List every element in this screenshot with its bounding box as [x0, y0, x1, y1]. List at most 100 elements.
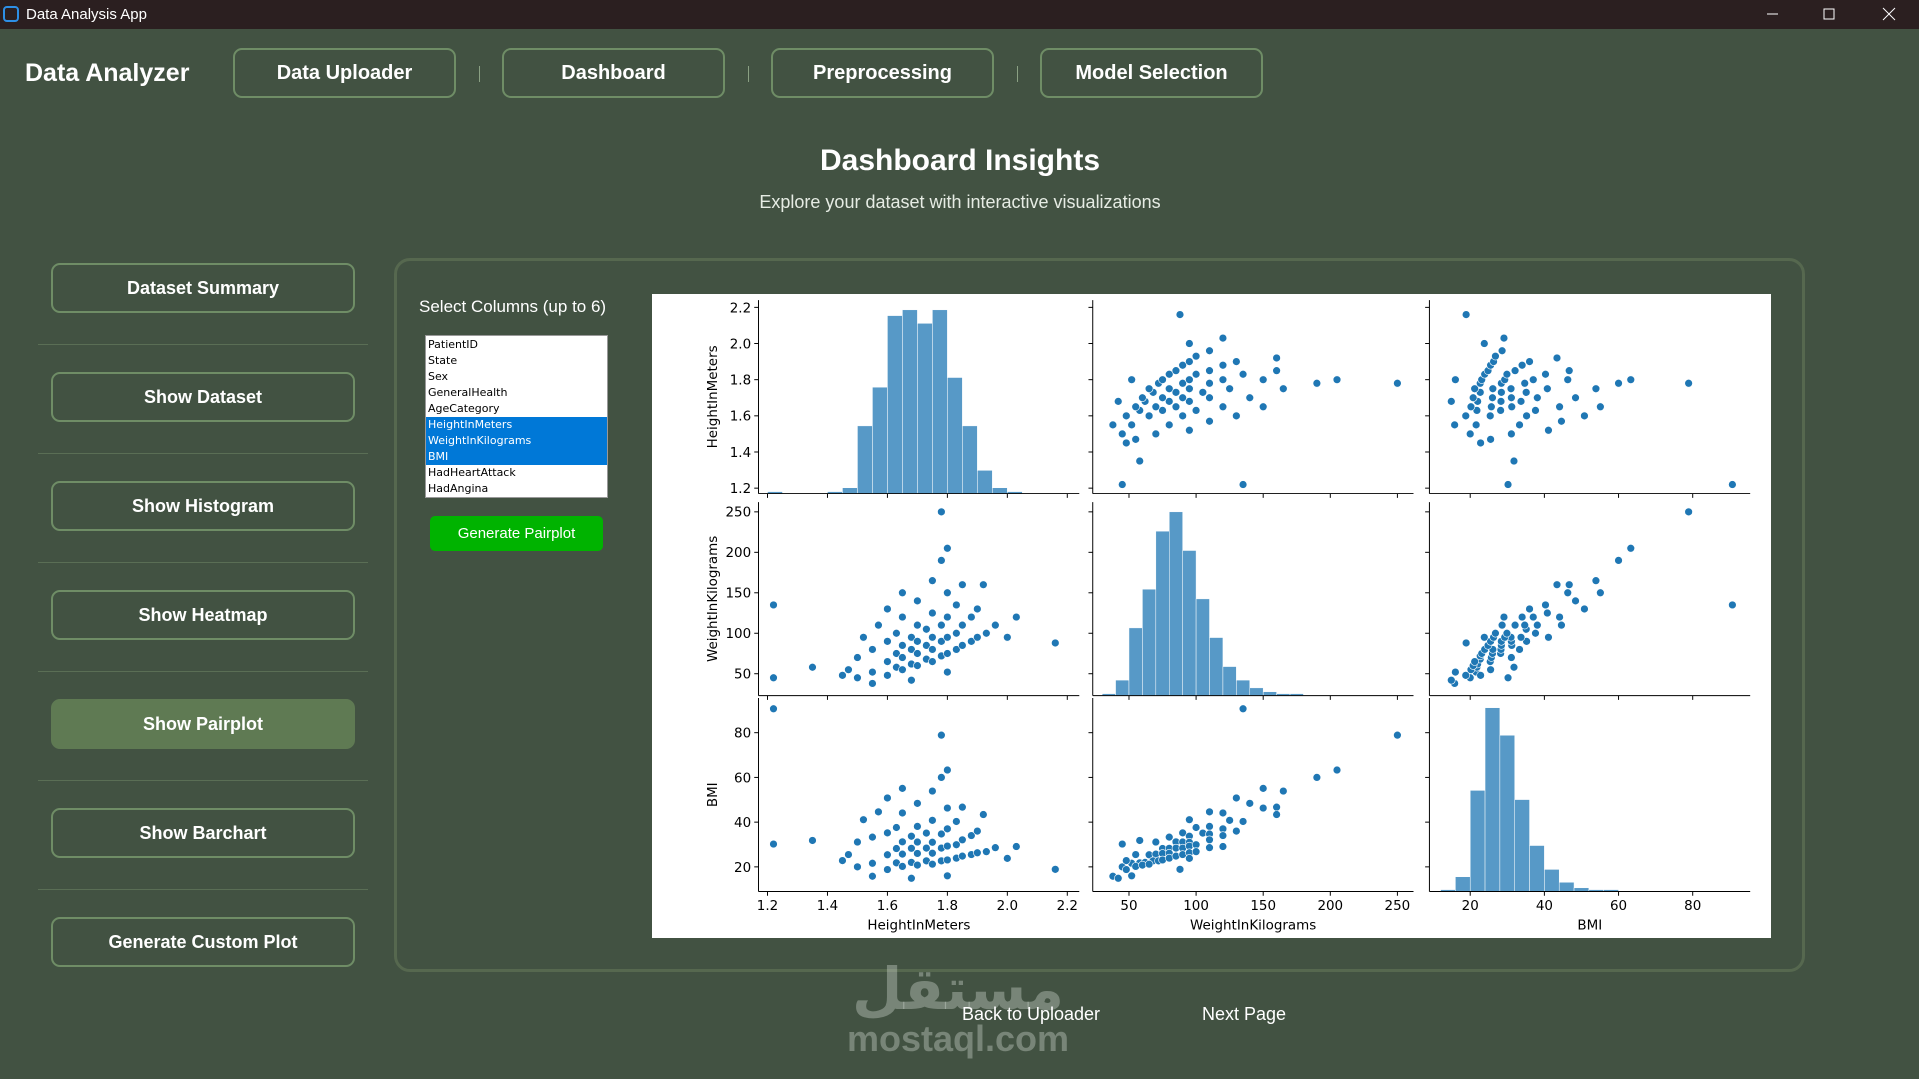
- scatter-point: [1131, 850, 1140, 859]
- scatter-point: [1626, 375, 1636, 384]
- column-listbox[interactable]: PatientID State Sex GeneralHealth AgeCategor…: [425, 335, 608, 498]
- list-item[interactable]: HadAngina: [428, 482, 489, 495]
- scatter-point: [1185, 397, 1194, 406]
- list-item[interactable]: HeightInMeters: [426, 417, 607, 433]
- list-item[interactable]: Sex: [428, 370, 449, 383]
- scatter-point: [1447, 397, 1456, 406]
- scatter-point: [1135, 836, 1144, 845]
- scatter-point: [1118, 839, 1127, 849]
- scatter-point: [1312, 379, 1322, 388]
- scatter-point: [1461, 310, 1471, 319]
- scatter-point: [928, 645, 937, 654]
- scatter-point: [1131, 402, 1140, 412]
- list-item[interactable]: AgeCategory: [428, 402, 500, 415]
- sidebar-separator: [38, 889, 368, 890]
- list-item[interactable]: WeightInKilograms: [426, 433, 607, 449]
- x-axis-label: WeightInKilograms: [1190, 918, 1316, 933]
- content-panel: [394, 258, 1805, 972]
- scatter-point: [1580, 604, 1589, 614]
- sidebar-button[interactable]: Show Dataset: [51, 372, 355, 422]
- y-axis-label: WeightInKilograms: [706, 536, 721, 662]
- scatter-point: [928, 657, 937, 666]
- list-item[interactable]: PatientID: [428, 338, 479, 351]
- scatter-point: [874, 807, 883, 817]
- window-controls[interactable]: [1750, 0, 1919, 29]
- x-tick-label: 1.6: [877, 899, 898, 914]
- hist-bar: [977, 470, 993, 494]
- y-tick-label: 2.2: [730, 301, 751, 316]
- list-item[interactable]: HadHeartAttack: [428, 466, 516, 479]
- hist-bar: [1142, 588, 1157, 696]
- scatter-point: [1232, 357, 1241, 366]
- scatter-point: [898, 665, 907, 674]
- scatter-point: [1517, 360, 1527, 370]
- scatter-point: [1684, 379, 1693, 388]
- scatter-point: [943, 841, 952, 851]
- x-tick-label: 40: [1536, 899, 1553, 914]
- scatter-point: [1258, 784, 1268, 793]
- hist-bar: [1529, 845, 1545, 892]
- scatter-point: [1486, 665, 1495, 674]
- y-axis-label: BMI: [706, 782, 721, 807]
- scatter-point: [898, 862, 907, 871]
- scatter-point: [1565, 580, 1574, 589]
- scatter-point: [1520, 620, 1529, 630]
- scatter-point: [1461, 411, 1470, 421]
- scatter-point: [859, 633, 868, 642]
- scatter-point: [1515, 420, 1524, 430]
- scatter-point: [838, 856, 847, 865]
- scatter-point: [1171, 366, 1181, 375]
- scatter-point: [868, 859, 877, 868]
- generate-pairplot-button[interactable]: Generate Pairplot: [430, 516, 603, 551]
- scatter-point: [967, 637, 976, 646]
- nav-button[interactable]: Preprocessing: [771, 48, 994, 98]
- x-tick-label: 2.2: [1057, 899, 1078, 914]
- list-item[interactable]: BMI: [426, 449, 607, 465]
- scatter-point: [1499, 333, 1509, 343]
- scatter-point: [1728, 600, 1737, 610]
- app-icon: [3, 6, 19, 22]
- scatter-point: [1171, 402, 1181, 412]
- sidebar-button[interactable]: Show Barchart: [51, 808, 355, 858]
- scatter-point: [769, 704, 778, 713]
- list-item[interactable]: GeneralHealth: [428, 386, 508, 399]
- nav-button[interactable]: Data Uploader: [233, 48, 456, 98]
- scatter-point: [1471, 420, 1481, 430]
- scatter-point: [982, 629, 991, 638]
- scatter-point: [1118, 480, 1127, 489]
- sidebar-button[interactable]: Dataset Summary: [51, 263, 355, 313]
- sidebar-button[interactable]: Show Histogram: [51, 481, 355, 531]
- nav-button[interactable]: Model Selection: [1040, 48, 1263, 98]
- list-item[interactable]: State: [428, 354, 458, 367]
- scatter-point: [1151, 402, 1161, 412]
- sidebar-button[interactable]: Show Heatmap: [51, 590, 355, 640]
- hist-bar: [1168, 511, 1183, 696]
- hist-bar: [1484, 707, 1501, 892]
- scatter-point: [928, 576, 937, 585]
- sidebar-button[interactable]: Generate Custom Plot: [51, 917, 355, 967]
- back-button[interactable]: Back to Uploader: [961, 1004, 1101, 1024]
- scatter-point: [1051, 865, 1060, 874]
- scatter-point: [1491, 351, 1500, 361]
- scatter-point: [1158, 406, 1167, 415]
- scatter-point: [898, 653, 907, 662]
- scatter-point: [769, 673, 778, 682]
- scatter-point: [1225, 384, 1234, 393]
- scatter-point: [892, 629, 901, 638]
- scatter-point: [982, 847, 991, 856]
- scatter-point: [1563, 588, 1572, 598]
- scatter-point: [1191, 370, 1201, 379]
- scatter-point: [979, 810, 988, 819]
- scatter-point: [1218, 333, 1228, 343]
- scatter-point: [1051, 638, 1060, 648]
- scatter-point: [1525, 604, 1534, 614]
- sidebar-button[interactable]: Show Pairplot: [51, 699, 355, 749]
- scatter-point: [922, 641, 931, 650]
- nav-button[interactable]: Dashboard: [502, 48, 725, 98]
- scatter-point: [907, 645, 916, 654]
- next-button[interactable]: Next Page: [1201, 1004, 1287, 1024]
- scatter-point: [1178, 828, 1187, 838]
- scatter-point: [1596, 588, 1605, 598]
- scatter-point: [1114, 397, 1123, 406]
- scatter-point: [1312, 773, 1322, 782]
